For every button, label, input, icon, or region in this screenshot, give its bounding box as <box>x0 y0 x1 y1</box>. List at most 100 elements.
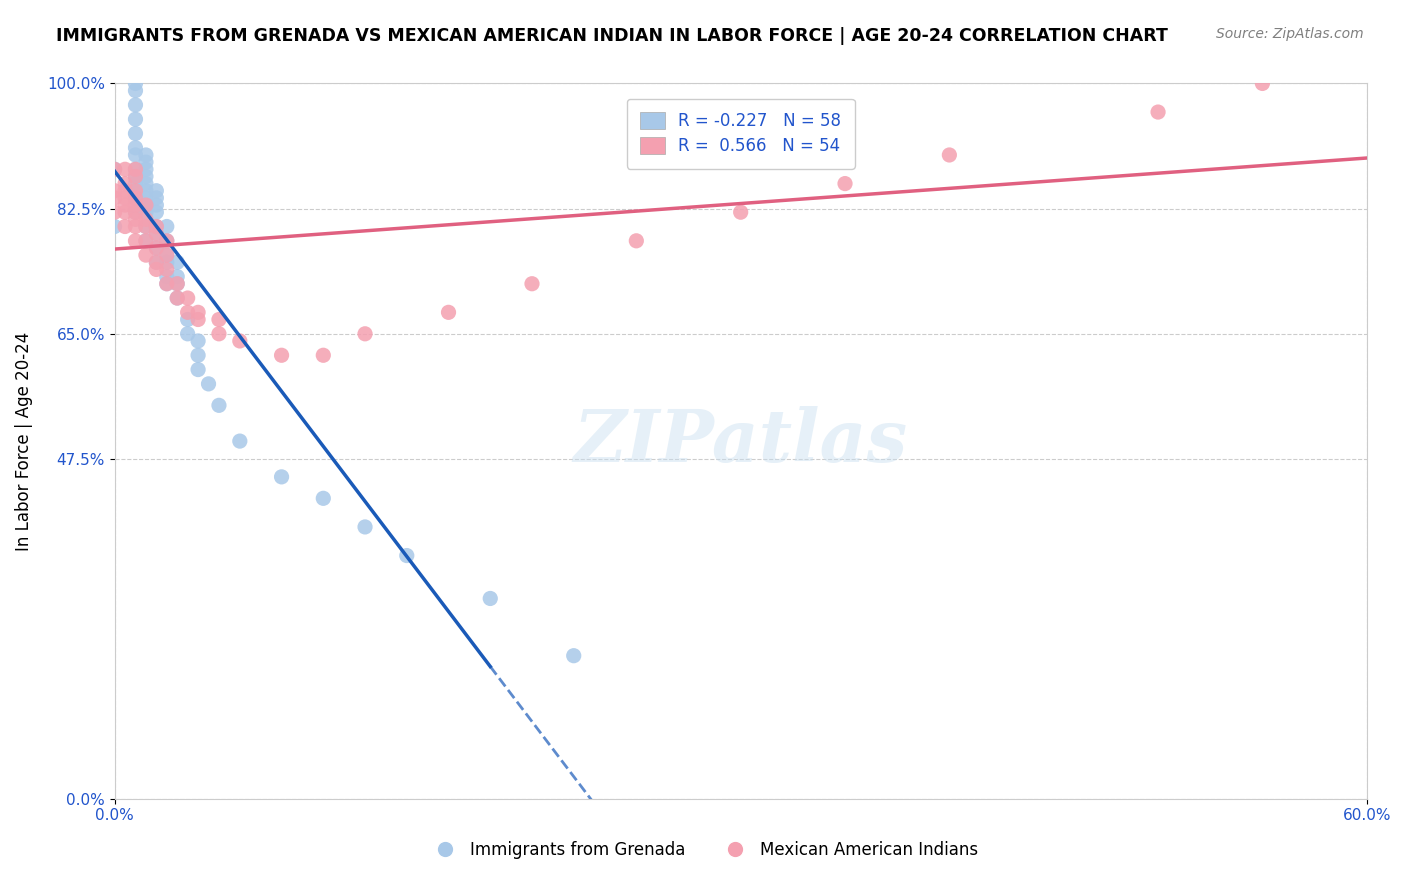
Point <box>124 127 146 141</box>
Point <box>124 191 146 205</box>
Point <box>156 219 179 234</box>
Point <box>135 198 157 212</box>
Point <box>124 141 146 155</box>
Point <box>626 234 648 248</box>
Point <box>124 205 146 219</box>
Point <box>187 312 209 326</box>
Point <box>187 305 209 319</box>
Point <box>176 312 198 326</box>
Point <box>124 184 146 198</box>
Point <box>176 326 198 341</box>
Point <box>124 177 146 191</box>
Point <box>354 520 377 534</box>
Point <box>520 277 543 291</box>
Point <box>145 205 167 219</box>
Point <box>124 162 146 177</box>
Point <box>270 470 292 484</box>
Point <box>124 234 146 248</box>
Point <box>145 255 167 269</box>
Point <box>156 255 179 269</box>
Point <box>135 212 157 227</box>
Point <box>124 112 146 127</box>
Point <box>166 255 188 269</box>
Legend: R = -0.227   N = 58, R =  0.566   N = 54: R = -0.227 N = 58, R = 0.566 N = 54 <box>627 99 855 169</box>
Point <box>156 277 179 291</box>
Point <box>156 248 179 262</box>
Point <box>834 177 856 191</box>
Point <box>145 241 167 255</box>
Point <box>166 291 188 305</box>
Point <box>135 205 157 219</box>
Point <box>176 291 198 305</box>
Point <box>124 169 146 184</box>
Point <box>135 148 157 162</box>
Point <box>124 205 146 219</box>
Point <box>187 348 209 362</box>
Point <box>208 398 231 412</box>
Point <box>156 262 179 277</box>
Point <box>1147 105 1170 120</box>
Text: ZIPatlas: ZIPatlas <box>574 406 908 476</box>
Point <box>145 255 167 269</box>
Point <box>135 219 157 234</box>
Point <box>145 191 167 205</box>
Point <box>114 205 136 219</box>
Point <box>176 305 198 319</box>
Text: IMMIGRANTS FROM GRENADA VS MEXICAN AMERICAN INDIAN IN LABOR FORCE | AGE 20-24 CO: IMMIGRANTS FROM GRENADA VS MEXICAN AMERI… <box>56 27 1168 45</box>
Point <box>124 148 146 162</box>
Point <box>208 326 231 341</box>
Point <box>437 305 460 319</box>
Point <box>187 334 209 348</box>
Point <box>124 169 146 184</box>
Point <box>124 219 146 234</box>
Point <box>166 269 188 284</box>
Point <box>156 234 179 248</box>
Point <box>104 184 127 198</box>
Point <box>395 549 418 563</box>
Point <box>124 191 146 205</box>
Point <box>104 162 127 177</box>
Point <box>135 234 157 248</box>
Point <box>312 491 335 506</box>
Point <box>166 277 188 291</box>
Point <box>562 648 585 663</box>
Point <box>730 205 752 219</box>
Legend: Immigrants from Grenada, Mexican American Indians: Immigrants from Grenada, Mexican America… <box>422 835 984 866</box>
Point <box>166 291 188 305</box>
Text: Source: ZipAtlas.com: Source: ZipAtlas.com <box>1216 27 1364 41</box>
Point <box>135 155 157 169</box>
Point <box>124 77 146 91</box>
Point <box>145 227 167 241</box>
Point <box>114 162 136 177</box>
Point <box>145 227 167 241</box>
Point <box>114 219 136 234</box>
Point <box>135 177 157 191</box>
Point <box>124 198 146 212</box>
Point <box>104 191 127 205</box>
Point <box>145 198 167 212</box>
Point <box>124 184 146 198</box>
Point <box>124 212 146 227</box>
Point <box>104 205 127 219</box>
Point <box>156 234 179 248</box>
Point <box>166 277 188 291</box>
Point <box>135 219 157 234</box>
Point <box>145 184 167 198</box>
Point <box>312 348 335 362</box>
Y-axis label: In Labor Force | Age 20-24: In Labor Force | Age 20-24 <box>15 332 32 550</box>
Point <box>354 326 377 341</box>
Point <box>270 348 292 362</box>
Point <box>135 162 157 177</box>
Point <box>145 219 167 234</box>
Point <box>938 148 960 162</box>
Point <box>135 248 157 262</box>
Point <box>156 277 179 291</box>
Point <box>135 234 157 248</box>
Point <box>208 312 231 326</box>
Point <box>114 191 136 205</box>
Point <box>135 169 157 184</box>
Point <box>229 334 252 348</box>
Point <box>479 591 502 606</box>
Point <box>135 198 157 212</box>
Point <box>104 219 127 234</box>
